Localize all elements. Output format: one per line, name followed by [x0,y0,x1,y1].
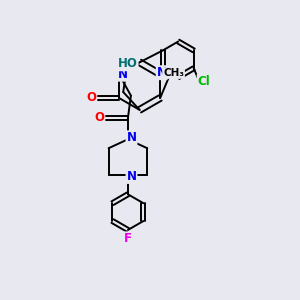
Text: N: N [127,170,136,183]
Text: F: F [124,232,132,245]
Text: O: O [94,111,104,124]
Text: Cl: Cl [198,74,211,88]
Text: N: N [127,131,136,144]
Text: N: N [157,66,167,79]
Text: O: O [86,92,96,104]
Text: N: N [118,68,128,81]
Text: CH₃: CH₃ [163,68,184,78]
Text: HO: HO [118,57,138,70]
